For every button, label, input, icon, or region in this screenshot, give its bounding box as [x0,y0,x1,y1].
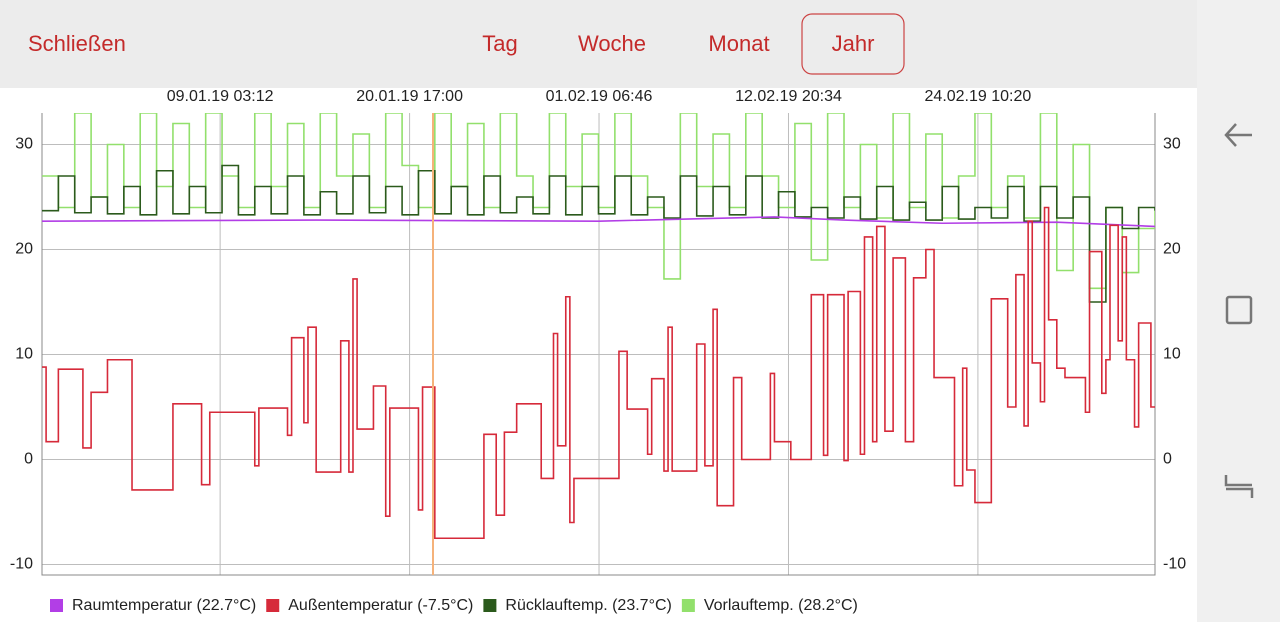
x-tick-label: 01.02.19 06:46 [546,88,653,105]
legend-label: Rücklauftemp. (23.7°C) [505,597,671,614]
series-line [42,206,1155,540]
close-button[interactable]: Schließen [28,31,126,56]
tab[interactable]: Monat [708,31,769,56]
series-line [42,164,1155,303]
recent-icon[interactable] [1224,475,1254,498]
home-icon[interactable] [1225,295,1253,325]
tab[interactable]: Woche [578,31,646,56]
y-tick-label: 0 [24,451,33,468]
tab[interactable]: Jahr [832,31,875,56]
legend-label: Außentemperatur (-7.5°C) [288,597,473,614]
nav-bar [1197,0,1280,622]
axis-frame [41,113,1156,576]
legend-label: Raumtemperatur (22.7°C) [72,597,256,614]
legend-swatch [681,599,695,612]
top-bar [0,0,1197,88]
back-icon[interactable] [1224,123,1252,147]
y-tick-label-right: 20 [1163,241,1181,258]
x-tick-label: 24.02.19 10:20 [925,88,1032,105]
tab-selected-frame [801,13,905,75]
y-tick-label-right: -10 [1163,556,1186,573]
series-line [42,216,1155,228]
chart: -10 -10 0 0 10 10 20 20 30 30 09.01.19 03:12 20.01.… [10,88,1186,576]
legend: Raumtemperatur (22.7°C) Außentemperatur (… [50,597,858,614]
x-tick-label: 12.02.19 20:34 [735,88,842,105]
y-tick-label-right: 0 [1163,451,1172,468]
legend-swatch [50,599,63,612]
y-tick-label: 30 [15,136,33,153]
y-tick-label: -10 [10,556,33,573]
y-tick-label-right: 30 [1163,136,1181,153]
y-tick-label: 20 [15,241,33,258]
y-tick-label-right: 10 [1163,346,1181,363]
tabs: Tag Woche Monat Jahr [482,13,905,75]
legend-label: Vorlauftemp. (28.2°C) [704,597,858,614]
legend-swatch [483,599,497,612]
legend-swatch [266,599,280,612]
y-tick-label: 10 [15,346,33,363]
x-tick-label: 20.01.19 17:00 [356,88,463,105]
x-tick-label: 09.01.19 03:12 [167,88,274,105]
tab[interactable]: Tag [482,31,517,56]
